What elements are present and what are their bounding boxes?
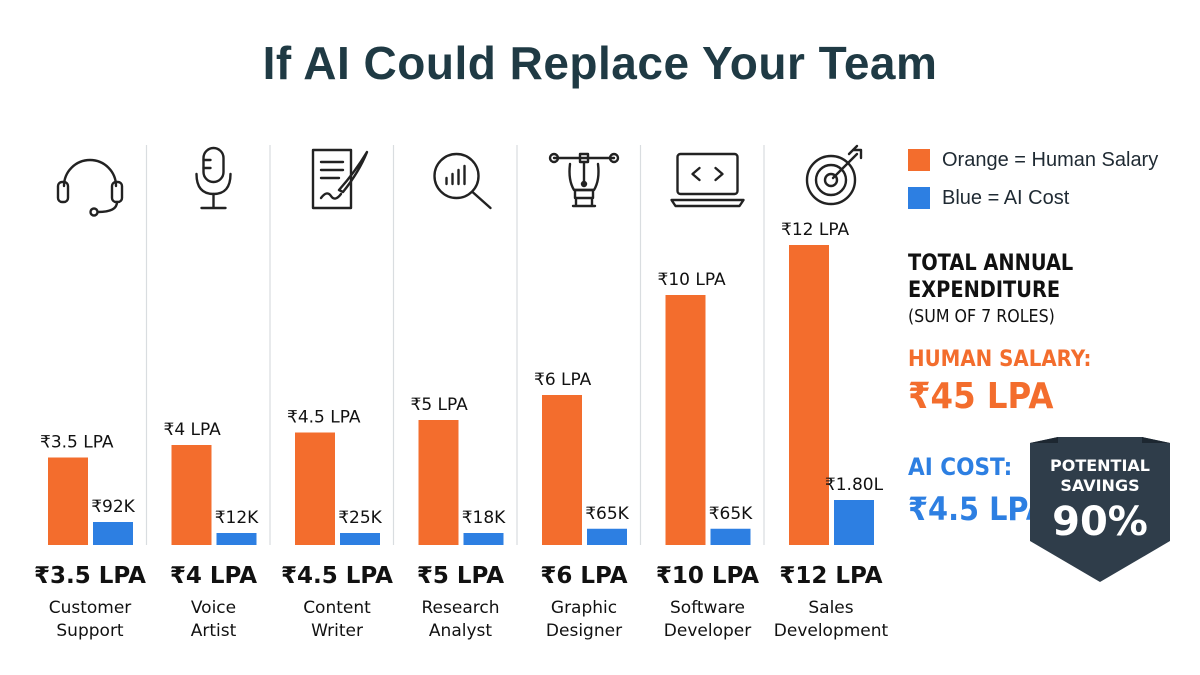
microphone-icon	[195, 146, 232, 210]
magnifier-chart-icon	[433, 152, 492, 210]
ai-cost-label: AI COST:	[908, 453, 1013, 481]
category-label-line2: Support	[56, 621, 124, 641]
bar-label-human: ₹3.5 LPA	[40, 433, 114, 453]
category-label-line2: Development	[774, 621, 889, 641]
bar-label-human: ₹5 LPA	[411, 395, 469, 415]
category-label-line2: Artist	[191, 621, 237, 641]
category-label-line2: Designer	[546, 621, 622, 641]
legend-label-human: Orange = Human Salary	[942, 148, 1159, 171]
summary-subheading: (SUM OF 7 ROLES)	[908, 306, 1055, 327]
category-label-line1: Content	[303, 598, 371, 618]
bar-ai-cost	[587, 528, 627, 545]
pen-tool-icon	[548, 152, 620, 208]
category-label-line1: Graphic	[551, 598, 617, 618]
bar-ai-cost	[93, 522, 133, 545]
category-salary-label: ₹4.5 LPA	[281, 563, 393, 589]
bar-human-salary	[48, 457, 88, 545]
badge-value: 90%	[1052, 499, 1148, 545]
human-salary-total: ₹45 LPA	[908, 376, 1054, 417]
bar-label-ai: ₹92K	[91, 497, 135, 517]
bar-label-ai: ₹65K	[709, 504, 753, 524]
headset-icon	[56, 158, 124, 217]
badge-shape	[1030, 437, 1170, 582]
legend-item-human: Orange = Human Salary	[908, 146, 1158, 174]
page-title: If AI Could Replace Your Team	[262, 37, 938, 89]
category-label-line2: Writer	[311, 621, 363, 641]
category-label-line2: Developer	[664, 621, 751, 641]
legend-item-ai: Blue = AI Cost	[908, 184, 1158, 212]
bar-ai-cost	[834, 500, 874, 545]
summary-heading-line1: TOTAL ANNUAL	[908, 251, 1074, 276]
bar-human-salary	[171, 445, 212, 545]
badge-line1: POTENTIAL	[1050, 456, 1150, 475]
category-label-line1: Voice	[191, 598, 236, 618]
bar-ai-cost	[340, 533, 380, 545]
bar-human-salary	[665, 295, 706, 545]
summary-heading-line2: EXPENDITURE	[908, 278, 1061, 303]
bar-human-salary	[542, 395, 582, 545]
bar-label-human: ₹4.5 LPA	[287, 408, 361, 428]
bar-label-ai: ₹25K	[338, 508, 382, 528]
bar-ai-cost	[216, 533, 257, 545]
category-salary-label: ₹10 LPA	[656, 563, 759, 589]
category-label-line2: Analyst	[429, 621, 492, 641]
bar-label-human: ₹6 LPA	[534, 370, 592, 390]
expenditure-summary: TOTAL ANNUAL EXPENDITURE (SUM OF 7 ROLES…	[908, 250, 1198, 417]
bar-label-human: ₹10 LPA	[658, 270, 726, 290]
target-icon	[805, 144, 863, 206]
category-salary-label: ₹5 LPA	[417, 563, 504, 589]
bar-human-salary	[418, 420, 459, 545]
bar-label-ai: ₹18K	[462, 508, 506, 528]
category-salary-label: ₹12 LPA	[779, 563, 882, 589]
category-salary-label: ₹3.5 LPA	[34, 563, 146, 589]
bar-ai-cost	[463, 533, 504, 545]
bar-ai-cost	[710, 528, 751, 545]
laptop-code-icon	[670, 152, 745, 208]
bar-label-human: ₹12 LPA	[781, 220, 849, 240]
bar-chart: ₹3.5 LPA ₹92K ₹3.5 LPA Customer Support ₹4 LP…	[34, 144, 889, 641]
badge-line2: SAVINGS	[1060, 476, 1139, 495]
legend: Orange = Human Salary Blue = AI Cost	[908, 146, 1158, 222]
category-label-line1: Sales	[808, 598, 853, 618]
savings-badge: POTENTIAL SAVINGS 90%	[1030, 437, 1170, 582]
document-quill-icon	[311, 148, 369, 210]
category-label-line1: Research	[422, 598, 500, 618]
bar-label-ai: ₹12K	[215, 508, 259, 528]
category-label-line1: Customer	[49, 598, 132, 618]
ai-cost-total: ₹4.5 LPA	[908, 490, 1049, 528]
bar-human-salary	[789, 245, 829, 545]
category-label-line1: Software	[670, 598, 745, 618]
legend-swatch-human	[908, 149, 930, 171]
bar-human-salary	[295, 432, 335, 545]
human-salary-label: HUMAN SALARY:	[908, 347, 1092, 372]
category-salary-label: ₹6 LPA	[540, 563, 627, 589]
category-salary-label: ₹4 LPA	[170, 563, 257, 589]
bar-label-human: ₹4 LPA	[164, 420, 222, 440]
bar-label-ai: ₹65K	[585, 504, 629, 524]
badge-top-flap-right	[1142, 437, 1170, 443]
badge-top-flap	[1030, 437, 1058, 443]
legend-label-ai: Blue = AI Cost	[942, 186, 1070, 209]
bar-label-ai: ₹1.80L	[825, 475, 884, 495]
legend-swatch-ai	[908, 187, 930, 209]
